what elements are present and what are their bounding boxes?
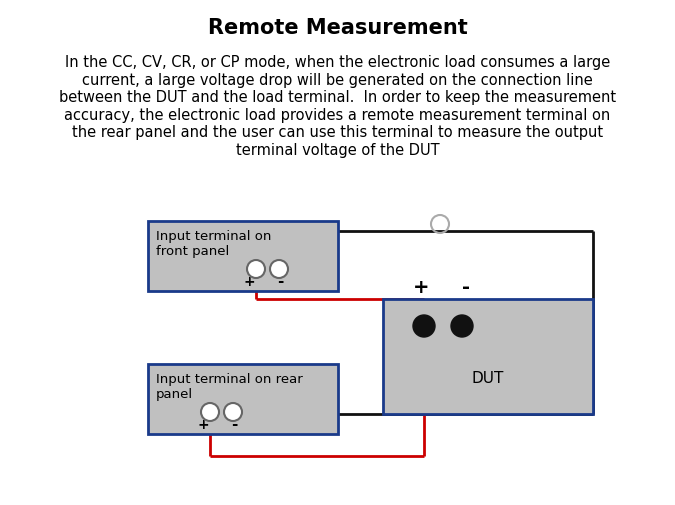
Text: terminal voltage of the DUT: terminal voltage of the DUT <box>236 142 439 157</box>
Text: DUT: DUT <box>472 371 504 385</box>
Circle shape <box>451 316 473 337</box>
Circle shape <box>247 261 265 278</box>
Circle shape <box>270 261 288 278</box>
Text: +: + <box>243 274 255 288</box>
Text: Remote Measurement: Remote Measurement <box>208 18 467 38</box>
Text: Input terminal on
front panel: Input terminal on front panel <box>156 230 271 258</box>
Text: -: - <box>462 277 470 296</box>
Text: accuracy, the electronic load provides a remote measurement terminal on: accuracy, the electronic load provides a… <box>64 107 611 122</box>
Circle shape <box>224 403 242 421</box>
Text: the rear panel and the user can use this terminal to measure the output: the rear panel and the user can use this… <box>72 125 603 140</box>
FancyBboxPatch shape <box>148 222 338 291</box>
Circle shape <box>413 316 435 337</box>
Text: -: - <box>277 274 284 288</box>
Text: between the DUT and the load terminal.  In order to keep the measurement: between the DUT and the load terminal. I… <box>59 90 616 105</box>
Text: current, a large voltage drop will be generated on the connection line: current, a large voltage drop will be ge… <box>82 72 593 87</box>
FancyBboxPatch shape <box>148 364 338 434</box>
Text: -: - <box>231 416 237 431</box>
Text: +: + <box>412 277 429 296</box>
Text: Input terminal on rear
panel: Input terminal on rear panel <box>156 372 303 400</box>
Circle shape <box>201 403 219 421</box>
Text: +: + <box>197 417 209 431</box>
Text: In the CC, CV, CR, or CP mode, when the electronic load consumes a large: In the CC, CV, CR, or CP mode, when the … <box>65 55 610 70</box>
FancyBboxPatch shape <box>383 299 593 414</box>
